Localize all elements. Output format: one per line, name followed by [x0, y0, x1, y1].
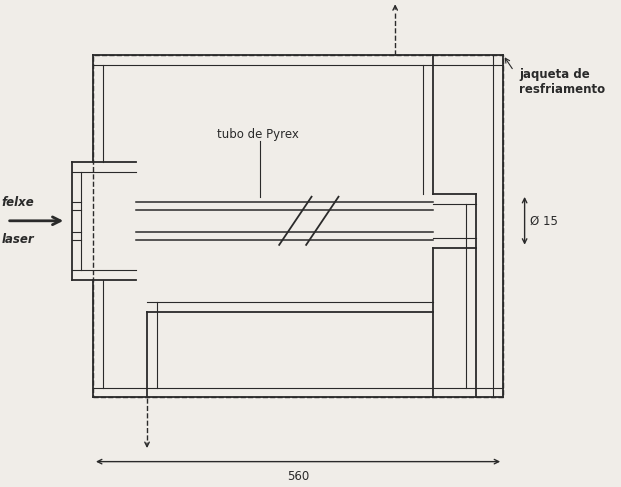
Text: laser: laser — [1, 233, 34, 246]
Text: 560: 560 — [287, 469, 309, 483]
Text: tubo de Pyrex: tubo de Pyrex — [217, 128, 299, 141]
Text: Ø 15: Ø 15 — [530, 214, 558, 227]
Bar — [93, 55, 503, 397]
Text: jaqueta de
resfriamento: jaqueta de resfriamento — [519, 68, 605, 95]
Text: felxe: felxe — [1, 196, 34, 208]
